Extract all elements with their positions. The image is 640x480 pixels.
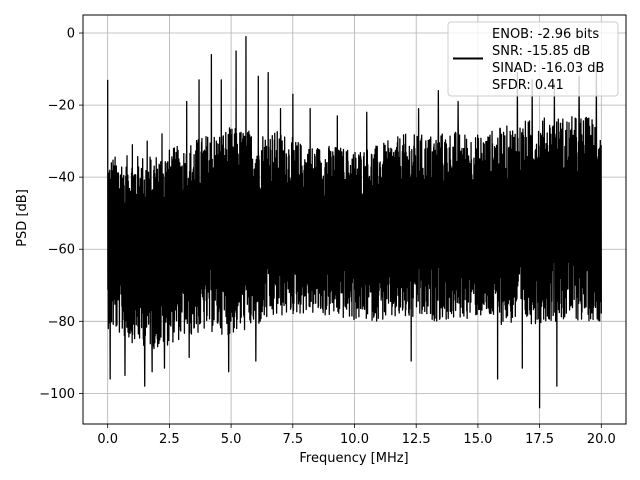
y-tick-label: 0 bbox=[67, 27, 75, 42]
x-axis: 0.0 2.5 5.0 7.5 10.0 12.5 15.0 17.5 20.0 bbox=[97, 424, 616, 447]
legend-enob: ENOB: -2.96 bits bbox=[492, 27, 599, 42]
legend-snr: SNR: -15.85 dB bbox=[492, 44, 590, 59]
x-tick-label: 17.5 bbox=[525, 432, 554, 447]
x-tick-label: 10.0 bbox=[340, 432, 369, 447]
x-tick-label: 7.5 bbox=[282, 432, 303, 447]
psd-trace bbox=[107, 35, 602, 409]
x-tick-label: 5.0 bbox=[221, 432, 242, 447]
legend-sfdr: SFDR: 0.41 bbox=[492, 78, 564, 93]
legend-sinad: SINAD: -16.03 dB bbox=[492, 61, 604, 76]
x-axis-label: Frequency [MHz] bbox=[299, 451, 408, 466]
psd-line bbox=[107, 35, 602, 409]
y-tick-label: −20 bbox=[48, 99, 75, 114]
x-tick-label: 12.5 bbox=[402, 432, 431, 447]
x-tick-label: 0.0 bbox=[97, 432, 118, 447]
y-tick-label: −80 bbox=[48, 315, 75, 330]
y-tick-label: −100 bbox=[39, 387, 75, 402]
x-tick-label: 20.0 bbox=[587, 432, 616, 447]
legend: ENOB: -2.96 bits SNR: -15.85 dB SINAD: -… bbox=[447, 21, 619, 97]
y-axis: 0 −20 −40 −60 −80 −100 bbox=[39, 27, 83, 402]
y-tick-label: −40 bbox=[48, 171, 75, 186]
y-axis-label: PSD [dB] bbox=[15, 189, 30, 247]
y-tick-label: −60 bbox=[48, 243, 75, 258]
legend-box bbox=[447, 21, 619, 97]
x-tick-label: 15.0 bbox=[463, 432, 492, 447]
x-tick-label: 2.5 bbox=[159, 432, 180, 447]
